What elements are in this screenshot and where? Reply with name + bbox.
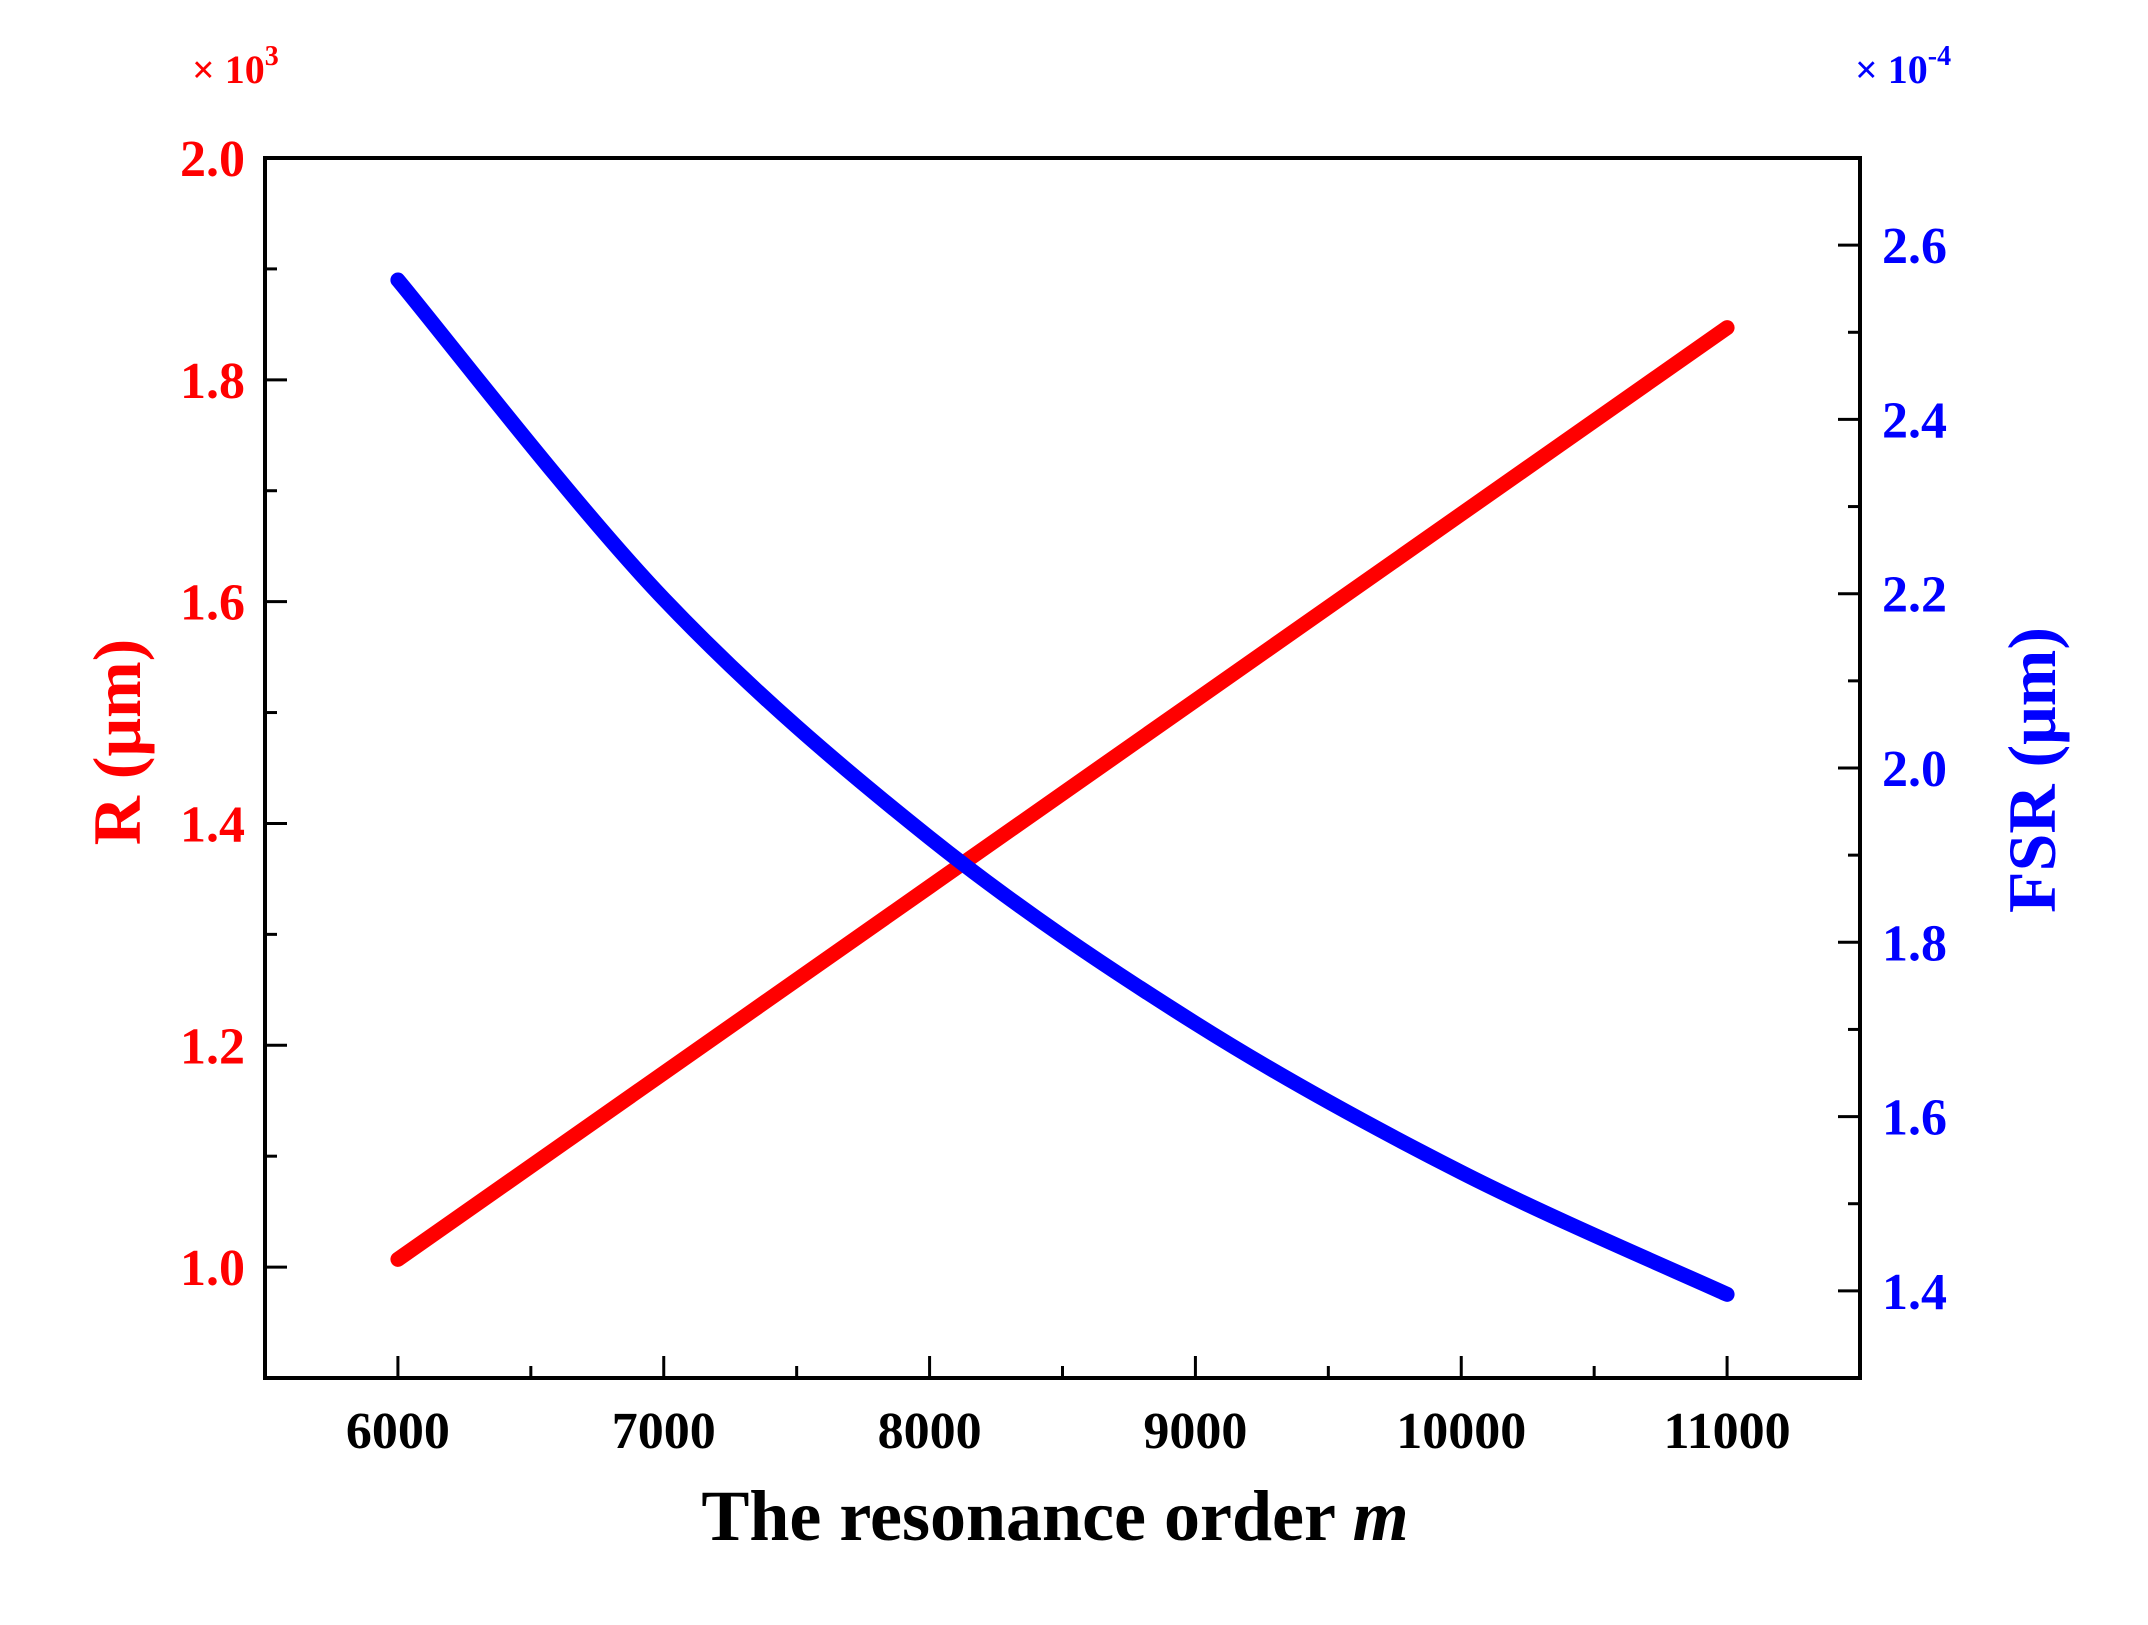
x-tick-label: 7000 bbox=[612, 1403, 716, 1460]
y-left-tick-label: 1.6 bbox=[180, 575, 245, 632]
series-point-r bbox=[926, 883, 933, 890]
y-right-tick-label: 2.2 bbox=[1882, 567, 1947, 624]
series-layer bbox=[390, 272, 1735, 1302]
y-right-tick-label: 2.4 bbox=[1882, 392, 1947, 449]
y-right-tick-label: 2.0 bbox=[1882, 741, 1947, 798]
series-line-r bbox=[390, 320, 1735, 1267]
y-left-tick-label: 2.0 bbox=[180, 131, 245, 188]
series-point-fsr bbox=[660, 595, 667, 602]
y-left-tick-label: 1.4 bbox=[180, 796, 245, 853]
y-left-axis: 1.0 1.2 1.4 1.6 1.8 2.0 bbox=[180, 131, 287, 1297]
y-right-tick-label: 1.6 bbox=[1882, 1090, 1947, 1147]
series-line-fsr bbox=[390, 272, 1735, 1302]
y-right-axis-title: FSR (μm) bbox=[1994, 627, 2070, 913]
x-axis-title: The resonance order m bbox=[701, 1476, 1408, 1556]
y-left-tick-label: 1.2 bbox=[180, 1018, 245, 1075]
series-point-r bbox=[660, 1070, 667, 1076]
y-right-tick-label: 1.4 bbox=[1882, 1264, 1947, 1321]
series-point-r bbox=[1192, 697, 1199, 704]
y-right-multiplier: × 10-4 bbox=[1855, 41, 1951, 92]
x-axis: 6000 7000 8000 9000 10000 11000 bbox=[346, 1356, 1791, 1460]
y-right-tick-label: 2.6 bbox=[1882, 218, 1947, 275]
series-point-r bbox=[1724, 324, 1731, 331]
series-point-fsr bbox=[1724, 1291, 1731, 1298]
y-left-tick-label: 1.0 bbox=[180, 1240, 245, 1297]
x-tick-label: 9000 bbox=[1143, 1403, 1247, 1460]
series-point-fsr bbox=[926, 834, 933, 841]
series-point-fsr bbox=[1192, 1020, 1199, 1027]
y-right-axis: 1.4 1.6 1.8 2.0 2.2 2.4 2.6 bbox=[1838, 218, 1947, 1321]
x-tick-label: 6000 bbox=[346, 1403, 450, 1460]
series-point-r bbox=[1458, 511, 1465, 518]
series-point-fsr bbox=[1458, 1169, 1465, 1176]
y-left-tick-label: 1.8 bbox=[180, 353, 245, 410]
y-left-multiplier: × 103 bbox=[192, 41, 279, 92]
y-left-axis-title: R (μm) bbox=[79, 639, 155, 846]
y-right-tick-label: 1.8 bbox=[1882, 915, 1947, 972]
x-tick-label: 8000 bbox=[878, 1403, 982, 1460]
series-point-r bbox=[394, 1256, 401, 1263]
x-tick-label: 10000 bbox=[1396, 1403, 1526, 1460]
series-point-fsr bbox=[394, 277, 401, 283]
x-tick-label: 11000 bbox=[1664, 1403, 1791, 1460]
